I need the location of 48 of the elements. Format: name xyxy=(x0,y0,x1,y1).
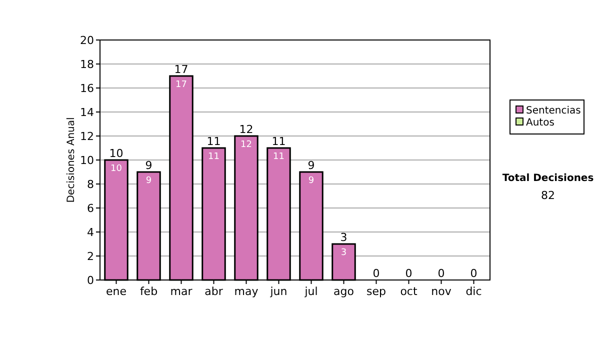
y-tick-label: 0 xyxy=(87,274,94,287)
x-tick-label: abr xyxy=(204,285,224,298)
x-tick-label: ago xyxy=(334,285,354,298)
y-tick-label: 6 xyxy=(87,202,94,215)
x-tick-label: ene xyxy=(106,285,127,298)
text: 82 xyxy=(541,189,555,202)
data-label: 17 xyxy=(176,80,187,90)
data-label: 11 xyxy=(208,152,220,162)
data-label: 9 xyxy=(308,176,314,186)
data-label: 9 xyxy=(146,176,152,186)
text: Total Decisiones xyxy=(502,173,594,184)
y-tick-label: 18 xyxy=(80,58,94,71)
total-label: 9 xyxy=(145,159,152,172)
x-tick-label: oct xyxy=(400,285,418,298)
x-tick-label: feb xyxy=(140,285,158,298)
data-label: 12 xyxy=(240,140,252,150)
x-tick-label: dic xyxy=(466,285,482,298)
y-tick-label: 10 xyxy=(80,154,94,167)
x-tick-label: sep xyxy=(366,285,386,298)
total-label: 10 xyxy=(109,147,124,160)
total-label: 0 xyxy=(438,267,445,280)
legend-label: Sentencias xyxy=(526,106,581,116)
total-label: 12 xyxy=(239,123,254,136)
total-label: 11 xyxy=(206,135,221,148)
x-tick-label: jun xyxy=(269,285,288,298)
total-label: 11 xyxy=(272,135,286,148)
data-label: 10 xyxy=(110,164,122,174)
total-label: 0 xyxy=(372,267,380,280)
total-label: 3 xyxy=(340,231,348,244)
y-tick-label: 8 xyxy=(87,178,94,191)
legend-label: Autos xyxy=(526,118,554,128)
total-label: 0 xyxy=(470,267,478,280)
y-tick-label: 16 xyxy=(80,82,94,95)
data-label: 11 xyxy=(273,152,284,162)
y-tick-label: 2 xyxy=(87,250,94,263)
total-label: 17 xyxy=(174,63,188,76)
y-tick-label: 4 xyxy=(87,226,94,239)
total-label: 9 xyxy=(308,159,315,172)
x-tick-label: may xyxy=(234,285,259,298)
data-label: 3 xyxy=(340,248,347,258)
total-label: 0 xyxy=(405,267,412,280)
y-tick-label: 20 xyxy=(80,34,94,47)
y-tick-label: 14 xyxy=(80,106,94,119)
x-tick-label: nov xyxy=(431,285,452,298)
y-axis-title: Decisiones Anual xyxy=(66,117,77,203)
y-tick-label: 12 xyxy=(80,130,94,143)
x-tick-label: jul xyxy=(304,285,318,298)
x-tick-label: mar xyxy=(170,285,193,298)
